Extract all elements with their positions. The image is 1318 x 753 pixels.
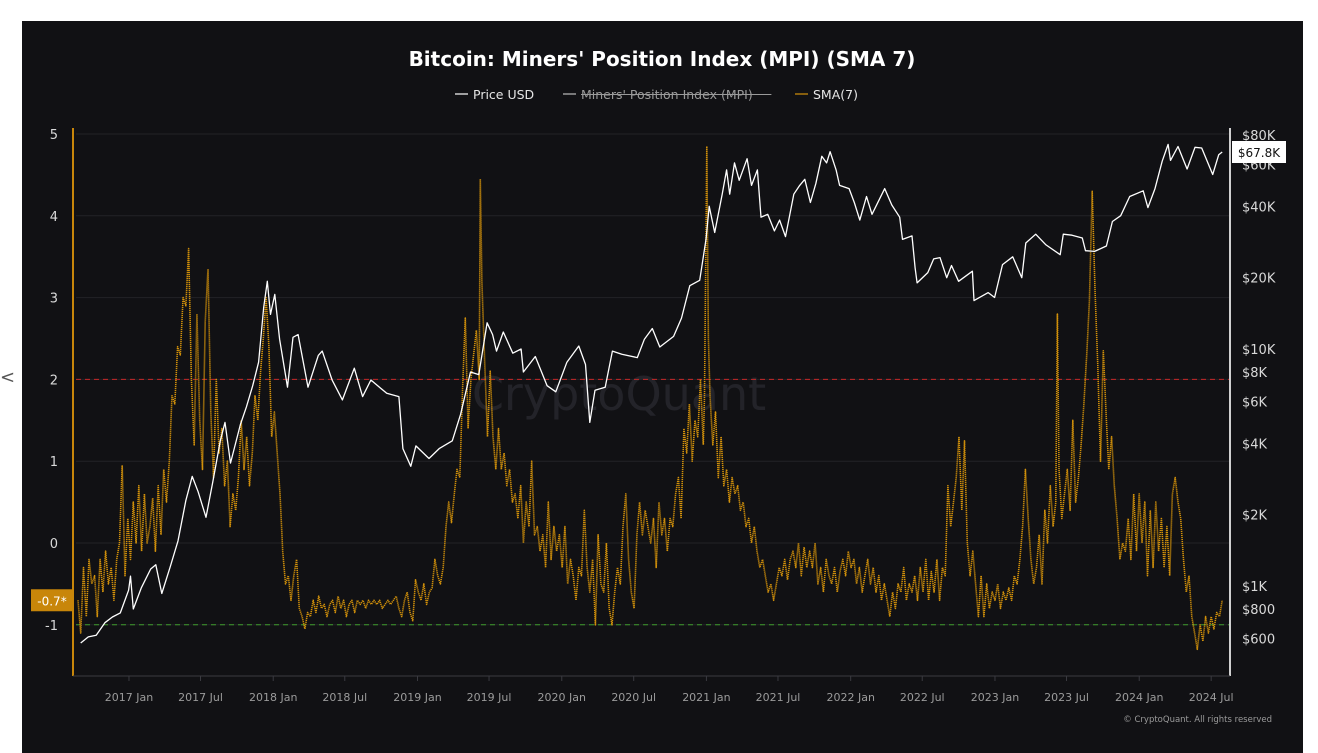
right-tick-label: $800 [1242, 603, 1275, 618]
x-tick-label: 2022 Jan [826, 691, 874, 704]
right-tick-label: $8K [1242, 366, 1268, 381]
current-mpi-badge [31, 589, 73, 612]
x-tick-label: 2017 Jan [105, 691, 153, 704]
axes: 543210-1$80K$60K$40K$20K$10K$8K$6K$4K$2K… [31, 128, 1286, 704]
x-tick-label: 2023 Jul [1044, 691, 1089, 704]
right-tick-label: $2K [1242, 509, 1268, 524]
x-tick-label: 2018 Jan [249, 691, 297, 704]
legend: Price USD Miners' Position Index (MPI) SMA… [455, 87, 858, 102]
x-tick-label: 2019 Jan [393, 691, 441, 704]
x-tick-label: 2024 Jul [1189, 691, 1234, 704]
x-tick-label: 2020 Jan [538, 691, 586, 704]
right-tick-label: $600 [1242, 633, 1275, 648]
chevron-left-icon[interactable]: < [0, 367, 16, 388]
left-tick-label: 2 [50, 373, 58, 388]
x-tick-label: 2023 Jan [971, 691, 1019, 704]
current-mpi-label: -0.7* [37, 594, 66, 608]
left-tick-label: -1 [45, 619, 58, 634]
x-tick-label: 2020 Jul [611, 691, 656, 704]
right-tick-label: $1K [1242, 580, 1268, 595]
x-tick-label: 2024 Jan [1115, 691, 1163, 704]
legend-price-label: Price USD [473, 87, 534, 102]
left-tick-label: 4 [50, 210, 58, 225]
x-tick-label: 2021 Jan [682, 691, 730, 704]
reference-lines [76, 378, 1230, 626]
right-tick-label: $6K [1242, 396, 1268, 411]
right-tick-label: $4K [1242, 437, 1268, 452]
right-tick-label: $10K [1242, 343, 1276, 358]
x-tick-label: 2018 Jul [322, 691, 367, 704]
legend-sma7-label: SMA(7) [813, 87, 858, 102]
left-tick-label: 3 [50, 292, 58, 307]
chart-panel: Bitcoin: Miners' Position Index (MPI) (S… [22, 21, 1303, 753]
x-tick-label: 2019 Jul [467, 691, 512, 704]
chart-svg: Bitcoin: Miners' Position Index (MPI) (S… [31, 47, 1286, 725]
series-line-sma7 [77, 145, 1223, 651]
watermark: CryptoQuant [472, 367, 766, 421]
copyright-footer: © CryptoQuant. All rights reserved [1123, 715, 1272, 725]
x-tick-label: 2021 Jul [756, 691, 801, 704]
chart-title: Bitcoin: Miners' Position Index (MPI) (S… [409, 47, 916, 71]
x-tick-label: 2022 Jul [900, 691, 945, 704]
current-price-label: $67.8K [1238, 146, 1281, 160]
x-tick-label: 2017 Jul [178, 691, 223, 704]
right-tick-label: $20K [1242, 272, 1276, 287]
right-tick-label: $40K [1242, 200, 1276, 215]
series-layer [77, 143, 1223, 651]
left-tick-label: 0 [50, 537, 58, 552]
left-tick-label: 1 [50, 455, 58, 470]
right-tick-label: $80K [1242, 129, 1276, 144]
current-price-badge [1232, 140, 1286, 163]
left-tick-label: 5 [50, 128, 58, 143]
